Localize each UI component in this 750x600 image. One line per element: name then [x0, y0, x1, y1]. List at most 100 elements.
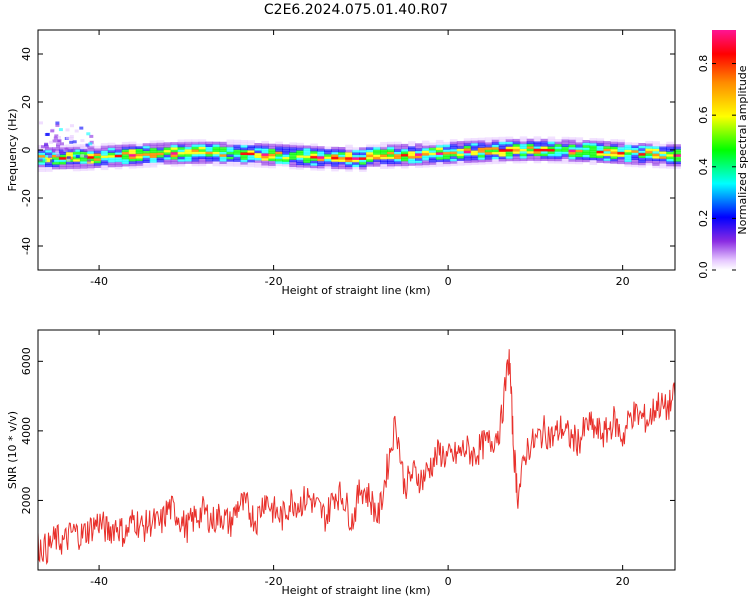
heatmap-cell — [170, 156, 179, 160]
heatmap-cell — [156, 152, 165, 156]
heatmap-cell — [463, 162, 472, 166]
heatmap-cell — [331, 154, 339, 157]
heatmap-cell — [149, 164, 158, 168]
heatmap-cell — [373, 154, 381, 158]
heatmap-cell — [610, 148, 618, 152]
heatmap-cell — [638, 152, 646, 156]
heatmap-cell — [547, 136, 556, 140]
heatmap-cell — [212, 151, 221, 155]
heatmap-cell — [442, 163, 451, 167]
spectrogram-y-label: Frequency (Hz) — [6, 109, 19, 192]
heatmap-cell — [303, 164, 311, 168]
heatmap-cell — [184, 158, 193, 162]
heatmap-cell — [659, 158, 667, 162]
heatmap-cell — [317, 163, 325, 166]
heatmap-cell — [296, 147, 304, 151]
heatmap-cell — [205, 151, 214, 155]
heatmap-cell — [275, 163, 283, 167]
heatmap-cell — [428, 152, 437, 156]
heatmap-cell — [163, 154, 172, 158]
heatmap-cell — [50, 129, 55, 133]
heatmap-cell — [415, 157, 423, 161]
heatmap-cell — [156, 142, 165, 146]
heatmap-cell — [268, 155, 276, 159]
heatmap-cell — [107, 161, 116, 165]
heatmap-cell — [338, 154, 346, 158]
heatmap-cell — [135, 155, 144, 159]
colorbar-tick-label: 0.6 — [697, 106, 710, 124]
heatmap-cell — [547, 158, 556, 162]
heatmap-cell — [380, 154, 388, 157]
heatmap-cell — [45, 168, 53, 172]
heatmap-cell — [86, 153, 95, 157]
heatmap-cell — [603, 150, 611, 154]
heatmap-cell — [135, 150, 144, 154]
heatmap-cell — [638, 159, 646, 163]
heatmap-cell — [121, 161, 130, 165]
heatmap-cell — [345, 159, 353, 163]
heatmap-cell — [240, 154, 248, 158]
heatmap-cell — [540, 153, 549, 157]
heatmap-cell — [582, 140, 591, 143]
spectrogram-y-ticks: 40 20 0 -20 -40 — [20, 47, 675, 255]
heatmap-cell — [498, 139, 507, 143]
heatmap-cell — [156, 147, 165, 151]
heatmap-cell — [505, 158, 514, 162]
heatmap-cell — [526, 153, 535, 157]
heatmap-cell — [442, 141, 451, 145]
heatmap-cell — [191, 146, 200, 150]
heatmap-cell — [85, 143, 90, 147]
heatmap-cell — [198, 163, 207, 167]
heatmap-cell — [275, 158, 283, 162]
heatmap-cell — [456, 143, 465, 147]
heatmap-cell — [498, 136, 507, 140]
heatmap-cell — [233, 158, 242, 162]
heatmap-cell — [191, 156, 200, 160]
heatmap-cell — [331, 158, 339, 162]
heatmap-cell — [589, 142, 598, 146]
heatmap-cell — [296, 164, 304, 168]
heatmap-cell — [666, 146, 674, 150]
heatmap-cell — [456, 141, 465, 145]
heatmap-cell — [477, 147, 486, 151]
heatmap-cell — [428, 161, 437, 165]
heatmap-cell — [107, 157, 116, 161]
heatmap-cell — [484, 156, 493, 160]
heatmap-cell — [240, 140, 248, 143]
heatmap-cell — [107, 147, 116, 151]
heatmap-cell — [282, 154, 290, 157]
heatmap-cell — [107, 164, 116, 168]
heatmap-cell — [296, 142, 304, 146]
heatmap-cell — [310, 165, 318, 169]
heatmap-cell — [596, 150, 605, 154]
heatmap-cell — [303, 157, 311, 161]
heatmap-cell — [142, 162, 151, 166]
heatmap-cell — [491, 141, 500, 145]
heatmap-cell — [421, 143, 430, 146]
heatmap-cell — [540, 143, 549, 147]
heatmap-cell — [75, 155, 80, 158]
heatmap-cell — [149, 162, 158, 166]
heatmap-cell — [505, 146, 514, 150]
heatmap-cell — [645, 140, 653, 144]
heatmap-cell — [268, 158, 276, 162]
heatmap-cell — [331, 151, 339, 155]
heatmap-cell — [177, 156, 186, 160]
heatmap-cell — [366, 163, 374, 167]
heatmap-cell — [554, 160, 563, 164]
heatmap-cell — [428, 142, 437, 146]
heatmap-cell — [79, 160, 88, 164]
heatmap-cell — [233, 149, 242, 153]
heatmap-cell — [83, 149, 88, 153]
heatmap-cell — [568, 153, 577, 157]
heatmap-cell — [463, 143, 472, 147]
snr-panel: -40 -20 0 20 2000 4000 6000 Height of straigh… — [6, 329, 676, 597]
heatmap-cell — [519, 136, 528, 140]
heatmap-cell — [135, 165, 144, 169]
heatmap-cell — [673, 144, 681, 148]
heatmap-cell — [212, 146, 221, 150]
heatmap-cell — [610, 146, 618, 150]
heatmap-cell — [57, 136, 61, 139]
heatmap-cell — [44, 133, 49, 136]
heatmap-cell — [128, 165, 137, 169]
